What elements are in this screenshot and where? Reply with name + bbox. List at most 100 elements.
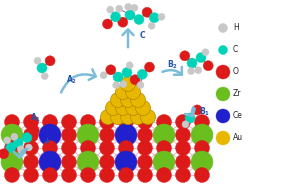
Circle shape: [41, 73, 48, 80]
Circle shape: [136, 101, 151, 115]
Circle shape: [1, 151, 23, 173]
Circle shape: [116, 5, 123, 12]
Circle shape: [23, 167, 38, 183]
Circle shape: [34, 57, 41, 64]
Circle shape: [25, 144, 32, 151]
Circle shape: [13, 138, 23, 148]
Circle shape: [125, 101, 140, 115]
Circle shape: [125, 3, 132, 10]
Circle shape: [17, 146, 24, 153]
FancyArrowPatch shape: [123, 29, 134, 47]
Circle shape: [175, 140, 190, 156]
Circle shape: [175, 154, 190, 170]
Circle shape: [23, 128, 38, 143]
Text: $\mathbf{C}$: $\mathbf{C}$: [140, 29, 147, 40]
FancyArrowPatch shape: [185, 107, 195, 116]
Circle shape: [175, 128, 190, 143]
Circle shape: [4, 137, 11, 144]
Circle shape: [202, 49, 209, 56]
FancyArrowPatch shape: [61, 69, 96, 92]
Circle shape: [118, 17, 128, 27]
Circle shape: [188, 68, 195, 75]
Circle shape: [5, 140, 20, 156]
Circle shape: [100, 109, 115, 125]
Circle shape: [191, 124, 213, 146]
Circle shape: [113, 72, 123, 82]
Text: H: H: [233, 23, 239, 33]
Circle shape: [216, 65, 230, 79]
Circle shape: [45, 56, 55, 66]
FancyArrowPatch shape: [162, 67, 182, 75]
Circle shape: [80, 115, 95, 129]
Circle shape: [194, 140, 209, 156]
Circle shape: [29, 125, 39, 135]
Circle shape: [153, 124, 175, 146]
Circle shape: [107, 6, 114, 13]
Circle shape: [39, 151, 61, 173]
Circle shape: [148, 22, 155, 29]
Circle shape: [182, 121, 189, 128]
Circle shape: [77, 124, 99, 146]
Circle shape: [115, 124, 137, 146]
Circle shape: [106, 65, 116, 75]
Circle shape: [195, 67, 202, 74]
Circle shape: [110, 92, 125, 108]
Circle shape: [187, 58, 197, 68]
Circle shape: [120, 81, 127, 88]
Circle shape: [145, 62, 155, 72]
Text: O: O: [233, 67, 239, 77]
Circle shape: [134, 15, 144, 25]
Circle shape: [80, 167, 95, 183]
Circle shape: [138, 140, 153, 156]
Circle shape: [125, 10, 135, 20]
Circle shape: [42, 140, 57, 156]
Circle shape: [61, 115, 76, 129]
Circle shape: [61, 140, 76, 156]
Text: $\mathbf{B_1}$: $\mathbf{B_1}$: [199, 106, 211, 118]
Circle shape: [80, 140, 95, 156]
Circle shape: [194, 115, 209, 129]
Circle shape: [6, 143, 16, 153]
Circle shape: [156, 167, 171, 183]
Circle shape: [61, 154, 76, 170]
Circle shape: [110, 109, 125, 125]
Circle shape: [156, 115, 171, 129]
Text: Zr: Zr: [233, 90, 241, 98]
Circle shape: [100, 72, 107, 79]
Circle shape: [216, 87, 230, 101]
Text: +: +: [44, 138, 50, 146]
Circle shape: [100, 167, 115, 183]
Text: Au: Au: [233, 133, 243, 143]
Circle shape: [175, 115, 190, 129]
Circle shape: [126, 62, 133, 69]
Circle shape: [100, 115, 115, 129]
FancyArrowPatch shape: [14, 149, 27, 157]
Circle shape: [138, 115, 153, 129]
Circle shape: [122, 67, 132, 77]
Circle shape: [37, 63, 47, 73]
Text: $\mathbf{A_1}$: $\mathbf{A_1}$: [30, 112, 42, 124]
Circle shape: [137, 69, 147, 79]
Circle shape: [106, 101, 121, 115]
Circle shape: [113, 82, 120, 89]
Circle shape: [203, 61, 213, 71]
Circle shape: [216, 109, 230, 123]
Text: C: C: [233, 46, 238, 54]
Circle shape: [218, 46, 228, 54]
Circle shape: [192, 105, 202, 115]
Circle shape: [23, 140, 38, 156]
Circle shape: [130, 75, 140, 85]
Circle shape: [23, 154, 38, 170]
Circle shape: [191, 151, 213, 173]
Circle shape: [125, 84, 140, 99]
Circle shape: [175, 167, 190, 183]
Circle shape: [121, 77, 136, 91]
Text: $\mathbf{A_2}$: $\mathbf{A_2}$: [67, 74, 78, 86]
Circle shape: [138, 128, 153, 143]
Circle shape: [42, 167, 57, 183]
Circle shape: [102, 19, 113, 29]
Circle shape: [130, 109, 145, 125]
Circle shape: [42, 115, 57, 129]
Text: Ce: Ce: [233, 112, 243, 121]
Circle shape: [194, 167, 209, 183]
